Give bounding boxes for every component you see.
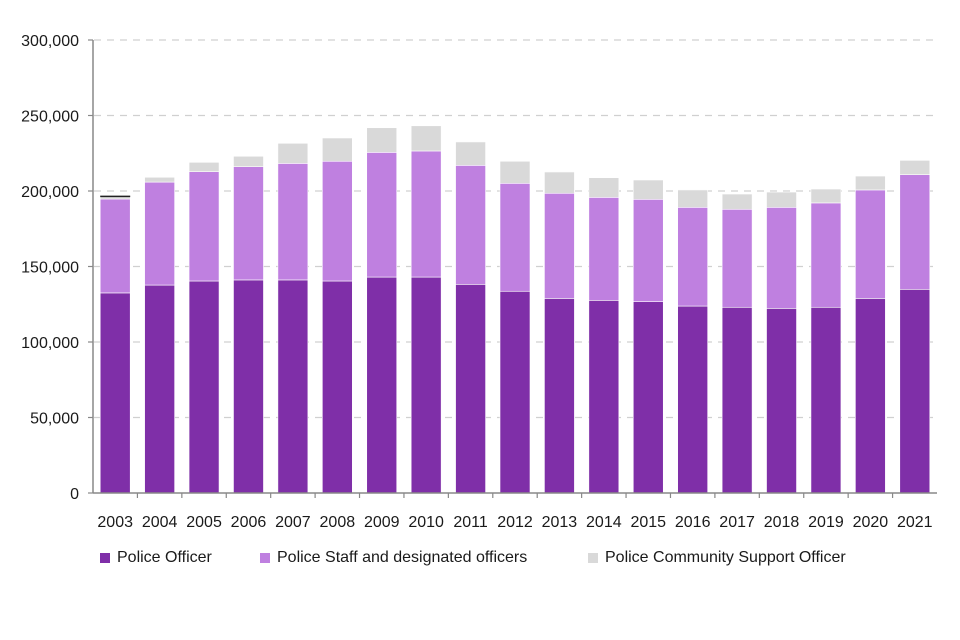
- bar-police-staff-and-designated-officers-2007: [277, 163, 309, 281]
- bar-police-officer-2003: [99, 292, 131, 494]
- bar-police-community-support-officer-2005: [188, 162, 220, 172]
- y-tick-label: 200,000: [21, 184, 79, 201]
- bar-police-community-support-officer-2008: [322, 137, 353, 162]
- y-tick-label: 0: [70, 486, 79, 503]
- bar-police-officer-2020: [855, 298, 886, 494]
- bar-police-community-support-officer-2017: [721, 193, 753, 210]
- bar-police-staff-and-designated-officers-2011: [455, 165, 486, 285]
- bar-police-officer-2010: [410, 276, 442, 494]
- stacked-bar-chart: 0 50,000 100,000 150,000 200,000 250,000 300,0…: [21, 33, 937, 531]
- x-tick-label: 2016: [675, 514, 711, 531]
- bar-police-community-support-officer-2014: [588, 177, 620, 198]
- x-tick-label: 2021: [897, 514, 933, 531]
- x-tick-label: 2008: [320, 514, 356, 531]
- x-tick-label: 2006: [231, 514, 267, 531]
- bar-police-community-support-officer-2018: [766, 191, 797, 208]
- axes: [92, 40, 937, 494]
- legend-item: Police Officer: [100, 549, 212, 567]
- bar-police-officer-2013: [544, 298, 575, 494]
- legend-item: Police Community Support Officer: [588, 549, 846, 567]
- x-tick-label: 2020: [853, 514, 889, 531]
- legend-swatch: [260, 553, 270, 563]
- x-tick-label: 2009: [364, 514, 400, 531]
- bar-police-staff-and-designated-officers-2005: [188, 171, 220, 282]
- x-tick-label: 2019: [808, 514, 844, 531]
- y-tick-labels: 0 50,000 100,000 150,000 200,000 250,000 300,0…: [21, 33, 79, 503]
- bar-police-staff-and-designated-officers-2019: [810, 202, 842, 308]
- bar-police-officer-2009: [366, 276, 398, 494]
- bar-police-officer-2015: [632, 301, 664, 494]
- bar-police-officer-2006: [233, 279, 264, 494]
- bar-police-community-support-officer-2021: [899, 160, 931, 175]
- bar-police-officer-2021: [899, 289, 931, 494]
- bar-police-staff-and-designated-officers-2009: [366, 152, 398, 278]
- bar-police-community-support-officer-2019: [810, 188, 842, 204]
- bar-police-officer-2014: [588, 300, 620, 494]
- bar-police-community-support-officer-2006: [233, 155, 264, 167]
- bar-police-officer-2008: [322, 280, 353, 494]
- x-tick-label: 2017: [719, 514, 755, 531]
- bar-police-community-support-officer-2009: [366, 127, 398, 153]
- y-tick-label: 250,000: [21, 109, 79, 126]
- x-tick-label: 2011: [453, 514, 488, 531]
- bar-police-staff-and-designated-officers-2006: [233, 166, 264, 281]
- y-tick-label: 100,000: [21, 335, 79, 352]
- bar-police-officer-2011: [455, 284, 486, 494]
- bar-police-officer-2007: [277, 279, 309, 494]
- bar-police-staff-and-designated-officers-2010: [410, 150, 442, 278]
- x-tick-label: 2007: [275, 514, 311, 531]
- bar-police-community-support-officer-2007: [277, 142, 309, 164]
- bar-police-community-support-officer-2012: [499, 160, 531, 184]
- legend-swatch: [100, 553, 110, 563]
- bar-police-staff-and-designated-officers-2017: [721, 208, 753, 308]
- bar-police-staff-and-designated-officers-2003: [99, 198, 131, 294]
- bar-police-community-support-officer-2013: [544, 171, 575, 194]
- bar-police-community-support-officer-2015: [632, 179, 664, 200]
- legend-label: Police Community Support Officer: [605, 549, 846, 566]
- bar-police-staff-and-designated-officers-2014: [588, 197, 620, 301]
- bar-police-staff-and-designated-officers-2016: [677, 207, 708, 307]
- legend-label: Police Staff and designated officers: [277, 549, 528, 566]
- bar-police-staff-and-designated-officers-2015: [632, 199, 664, 302]
- x-tick-label: 2005: [186, 514, 222, 531]
- bar-police-officer-2016: [677, 305, 708, 494]
- bar-police-staff-and-designated-officers-2018: [766, 207, 797, 309]
- legend-label: Police Officer: [117, 549, 212, 566]
- bar-police-community-support-officer-2010: [410, 125, 442, 152]
- bar-police-officer-2012: [499, 290, 531, 494]
- x-tick-label: 2010: [408, 514, 444, 531]
- bar-police-officer-2004: [144, 284, 175, 494]
- bar-police-community-support-officer-2004: [144, 176, 175, 183]
- bar-police-officer-2019: [810, 306, 842, 494]
- bar-police-community-support-officer-2016: [677, 189, 708, 208]
- bar-police-staff-and-designated-officers-2021: [899, 174, 931, 290]
- bar-police-officer-2017: [721, 306, 753, 494]
- bar-police-officer-2018: [766, 308, 797, 494]
- bar-police-staff-and-designated-officers-2012: [499, 182, 531, 292]
- bar-police-staff-and-designated-officers-2020: [855, 189, 886, 299]
- y-tick-label: 300,000: [21, 33, 79, 50]
- bar-police-officer-2005: [188, 280, 220, 494]
- legend-swatch: [588, 553, 598, 563]
- x-tick-label: 2012: [497, 514, 533, 531]
- bar-police-staff-and-designated-officers-2004: [144, 181, 175, 286]
- bar-police-staff-and-designated-officers-2013: [544, 192, 575, 299]
- bar-police-community-support-officer-2011: [455, 141, 486, 166]
- legend: Police Officer Police Staff and designate…: [0, 549, 960, 573]
- x-tick-label: 2018: [764, 514, 800, 531]
- x-tick-label: 2013: [542, 514, 578, 531]
- x-tick-label: 2003: [97, 514, 133, 531]
- bar-police-community-support-officer-2020: [855, 175, 886, 191]
- x-tick-label: 2004: [142, 514, 178, 531]
- y-tick-label: 50,000: [30, 411, 79, 428]
- bars: [99, 125, 931, 494]
- legend-item: Police Staff and designated officers: [260, 549, 527, 567]
- x-tick-labels: 2003 2004 2005 2006 2007 2008 2009 2010 2011 2012…: [97, 514, 932, 531]
- x-tick-label: 2015: [630, 514, 666, 531]
- x-tick-label: 2014: [586, 514, 622, 531]
- y-tick-label: 150,000: [21, 260, 79, 277]
- bar-police-staff-and-designated-officers-2008: [322, 160, 353, 282]
